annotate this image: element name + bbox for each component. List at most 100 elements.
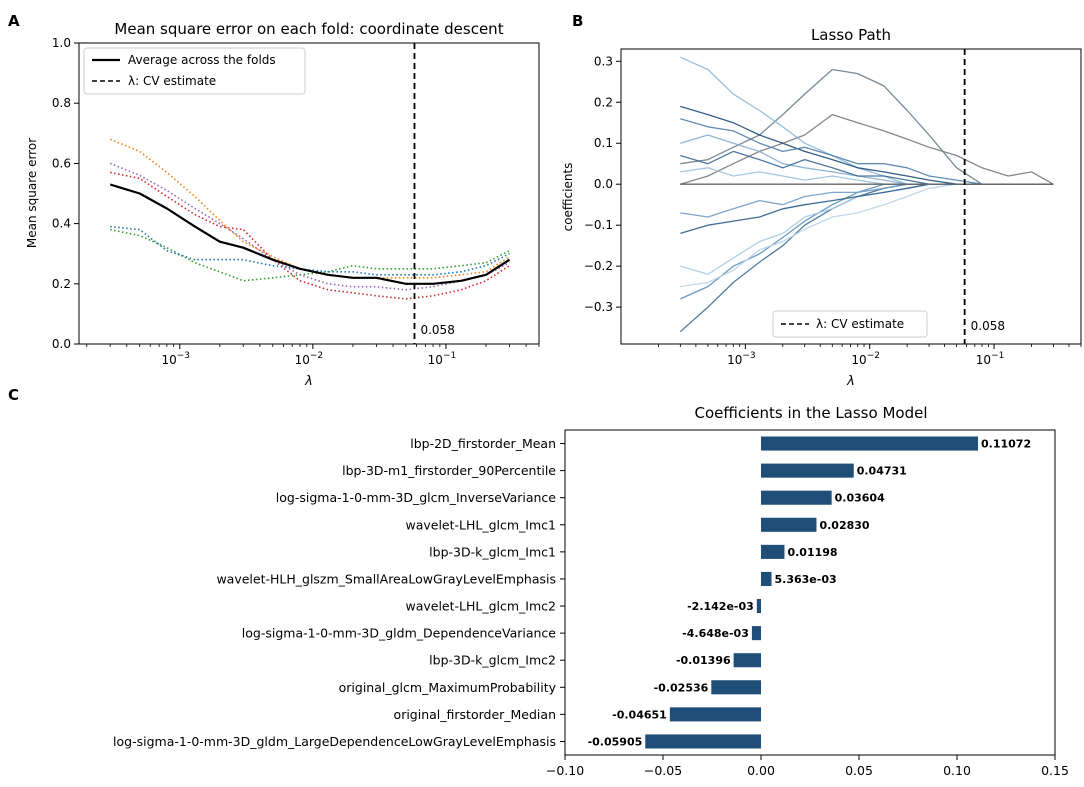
panel-a-xtick-label: 10−3: [161, 351, 190, 367]
panel-c-bar: [761, 517, 817, 532]
panel-b-legend: λ: CV estimate: [772, 310, 928, 338]
panel-c-category-label: lbp-2D_firstorder_Mean: [410, 436, 556, 451]
panel-a-ytick-label: 0.6: [52, 156, 71, 170]
panel-c-category-label: log-sigma-1-0-mm-3D_glcm_InverseVariance: [276, 490, 557, 505]
panel-b-ytick-label: 0.2: [594, 95, 613, 109]
panel-b-path-line: [680, 150, 1054, 185]
panel-a-title: Mean square error on each fold: coordina…: [114, 20, 503, 38]
panel-c-category-label: wavelet-HLH_glszm_SmallAreaLowGrayLevelE…: [216, 571, 556, 586]
panel-b-xtick-label: 10−2: [851, 351, 880, 367]
panel-b-title: Lasso Path: [811, 26, 891, 44]
panel-b-ytick-label: −0.1: [584, 218, 613, 232]
panel-c-xtick-label: 0.05: [845, 763, 873, 778]
panel-c-category-label: original_glcm_MaximumProbability: [339, 680, 557, 695]
panel-a-frame: [78, 42, 540, 345]
panel-a-ylabel: Mean square error: [25, 138, 39, 248]
panel-b-path-line: [680, 113, 1054, 185]
panel-a-xlabel: λ: [304, 374, 313, 389]
panel-c-value-label: 0.04731: [857, 465, 907, 478]
panel-c-value-label: 0.03604: [835, 492, 885, 505]
panel-a-legend-label-cv: λ: CV estimate: [128, 74, 216, 88]
panel-b-legend-box: [772, 310, 928, 338]
panel-c-value-label: -0.04651: [612, 708, 667, 721]
panel-c-xtick-label: 0.00: [747, 763, 775, 778]
panel-c-value-label: -0.02536: [654, 681, 709, 694]
panel-b-ytick-label: 0.3: [594, 54, 613, 68]
panel-b-path-line: [680, 183, 1054, 288]
panel-a-xtick-label: 10−2: [295, 351, 324, 367]
panel-c-category-label: log-sigma-1-0-mm-3D_gldm_LargeDependence…: [113, 734, 556, 749]
panel-label-c: C: [8, 386, 19, 404]
panel-c-xtick-label: 0.10: [943, 763, 971, 778]
panel-c-bar: [761, 436, 979, 451]
panel-c-category-label: lbp-3D-k_glcm_Imc2: [429, 653, 556, 668]
panel-a-average-line: [109, 183, 511, 285]
panel-c-xtick-label: 0.15: [1041, 763, 1069, 778]
panel-c-value-label: 0.11072: [981, 438, 1031, 451]
panel-b-chart: Lasso Path 0.058 −0.3 −0.2 −0.1 0.0 0.1 0.2 0.…: [561, 26, 1082, 389]
panel-c-category-label: wavelet-LHL_glcm_Imc2: [405, 599, 556, 614]
panel-c-xtick-label: −0.05: [644, 763, 682, 778]
panel-c-xtick-label: −0.10: [546, 763, 584, 778]
panel-a-ytick-label: 0.2: [52, 277, 71, 291]
panel-b-path-line: [680, 134, 1054, 185]
panel-c-value-label: -4.648e-03: [682, 627, 749, 640]
panel-b-xlabel: λ: [846, 374, 855, 389]
panel-b-path-line: [680, 56, 1054, 185]
panel-c-bar: [761, 544, 785, 559]
panel-label-a: A: [8, 12, 20, 30]
panel-a-legend-label-average: Average across the folds: [128, 53, 276, 67]
panel-b-legend-label-cv: λ: CV estimate: [816, 317, 904, 331]
panel-c-category-label: original_firstorder_Median: [394, 707, 556, 722]
panel-c-bars-group: lbp-2D_firstorder_Mean 0.11072 lbp-3D-m1_f…: [113, 436, 1031, 749]
panel-a-legend-box: [83, 47, 306, 95]
panel-a-ytick-label: 0.0: [52, 337, 71, 351]
panel-c-bar: [751, 626, 761, 641]
panel-c-category-label: lbp-3D-m1_firstorder_90Percentile: [342, 463, 556, 478]
panel-a-cv-label: 0.058: [420, 323, 454, 337]
panel-a-ytick-label: 0.8: [52, 96, 71, 110]
panel-b-ytick-label: 0.1: [594, 136, 613, 150]
panel-c-value-label: -2.142e-03: [687, 600, 754, 613]
panel-b-path-line: [679, 183, 1054, 333]
panel-c-value-label: -0.05905: [588, 735, 643, 748]
panel-c-bar: [761, 490, 832, 505]
panel-b-path-line: [680, 118, 1054, 185]
panel-b-ylabel: coefficients: [561, 163, 575, 232]
panel-c-bar: [669, 707, 761, 722]
panel-c-bar: [733, 653, 761, 668]
panel-a-fold-line: [110, 228, 510, 282]
panel-a-xtick-label: 10−1: [428, 351, 457, 367]
panel-label-b: B: [572, 12, 583, 30]
panel-c-bar: [711, 680, 761, 695]
panel-c-frame: [564, 429, 1056, 756]
panel-b-path-line: [680, 183, 1054, 300]
panel-b-xtick-label: 10−1: [976, 351, 1005, 367]
panel-a-ytick-label: 1.0: [52, 36, 71, 50]
panel-c-value-label: 0.01198: [787, 546, 837, 559]
panel-b-frame: [620, 48, 1082, 345]
panel-c-bar: [761, 571, 772, 586]
panel-a-series-group: [109, 138, 511, 300]
panel-c-bar: [761, 463, 854, 478]
panel-b-xtick-label: 10−3: [727, 351, 756, 367]
panel-c-value-label: 0.02830: [819, 519, 869, 532]
panel-c-bar: [645, 734, 761, 749]
panel-a-ytick-label: 0.4: [52, 217, 71, 231]
panel-c-category-label: log-sigma-1-0-mm-3D_gldm_DependenceVaria…: [242, 626, 557, 641]
panel-b-ytick-label: −0.2: [584, 259, 613, 273]
panel-b-path-line: [680, 68, 1054, 185]
panel-c-bar: [756, 599, 761, 614]
panel-c-category-label: wavelet-LHL_glcm_Imc1: [405, 517, 556, 532]
panel-b-ytick-label: −0.3: [584, 300, 613, 314]
panel-a-fold-line: [109, 138, 510, 279]
panel-a-chart: Mean square error on each fold: coordina…: [25, 20, 540, 389]
panel-c-value-label: -0.01396: [676, 654, 731, 667]
panel-b-ytick-label: 0.0: [594, 177, 613, 191]
panel-b-cv-label: 0.058: [971, 319, 1005, 333]
panel-c-value-label: 5.363e-03: [775, 573, 837, 586]
panel-c-chart: Coefficients in the Lasso Model lbp-2D_f…: [113, 404, 1069, 778]
panel-c-title: Coefficients in the Lasso Model: [695, 404, 928, 422]
panel-b-series-group: [679, 56, 1054, 333]
